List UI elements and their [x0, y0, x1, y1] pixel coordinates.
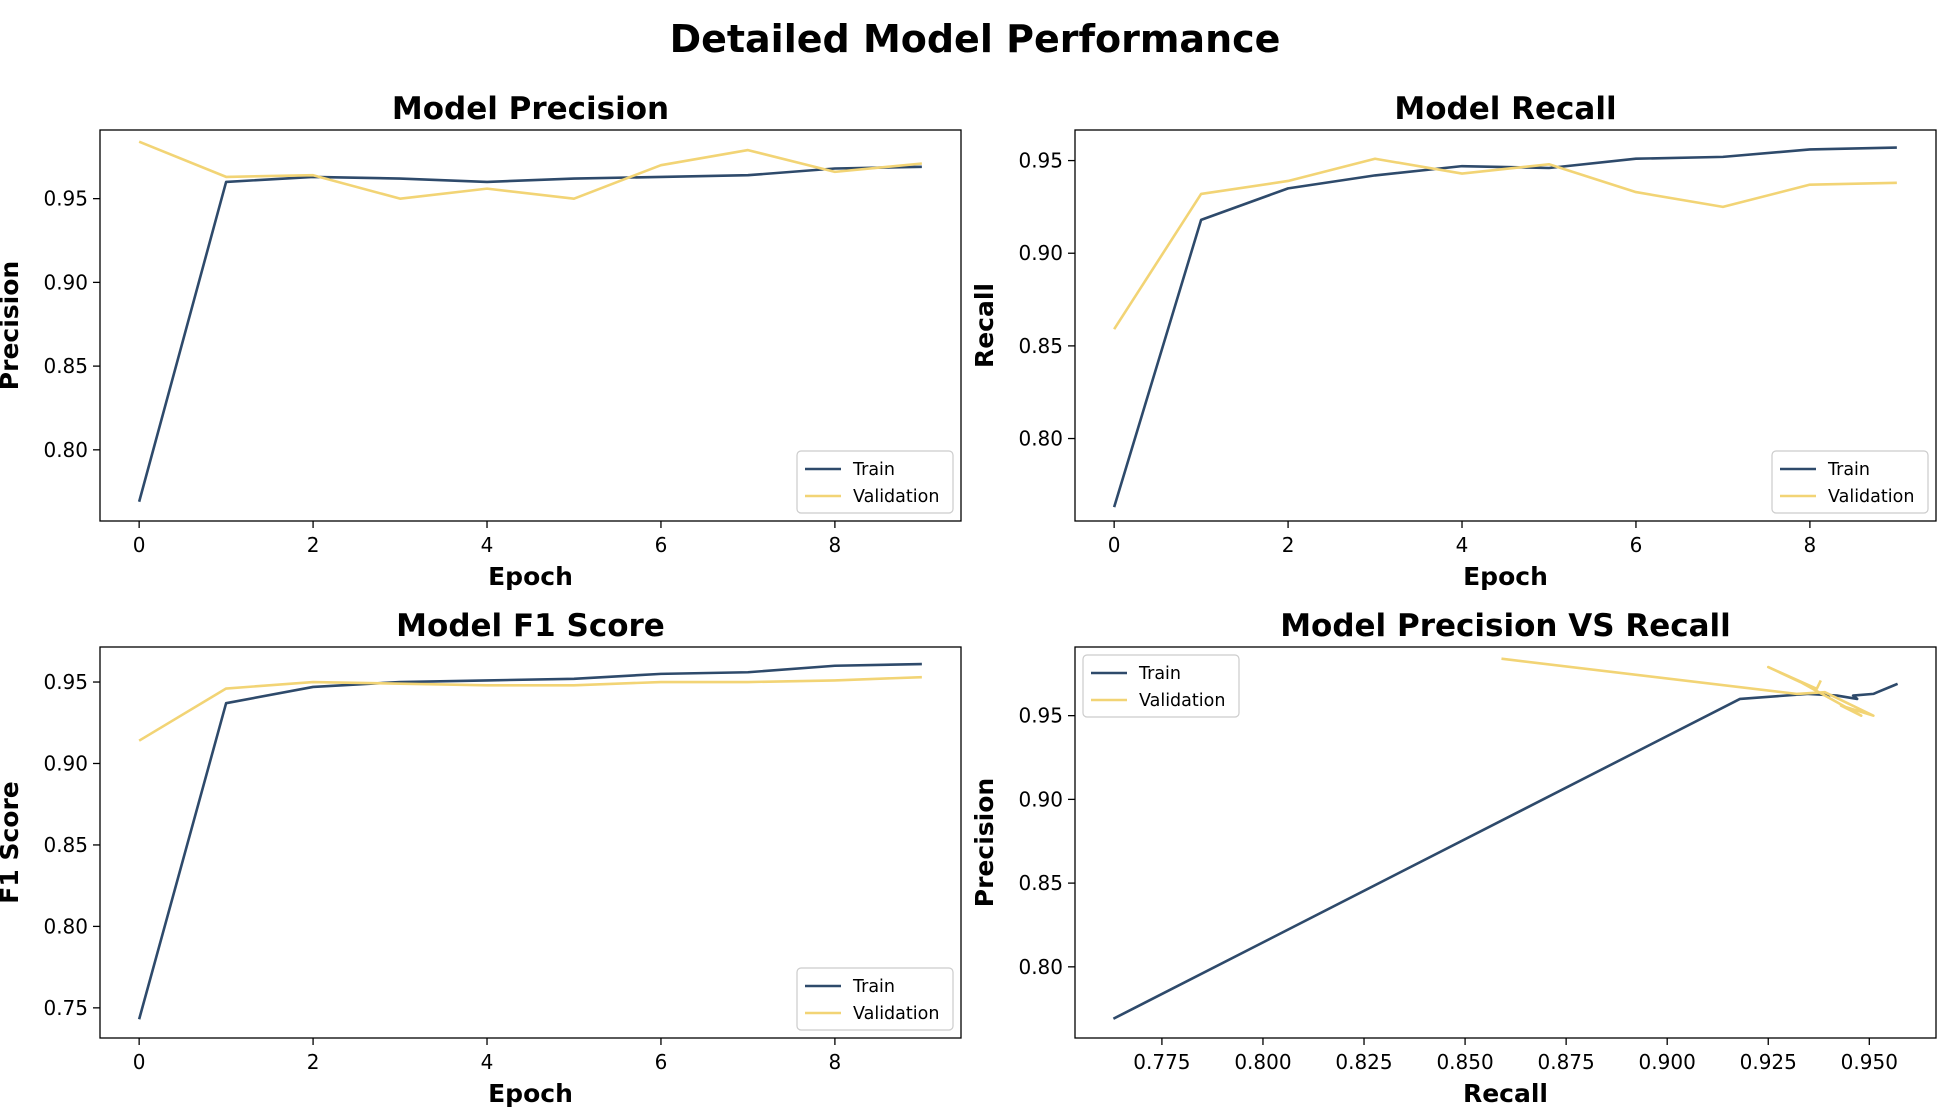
- x-axis-label: Epoch: [488, 1079, 573, 1108]
- x-tick-label: 0.775: [1133, 1050, 1190, 1074]
- legend-label-train: Train: [1827, 460, 1870, 480]
- y-tick-label: 0.90: [43, 751, 88, 775]
- x-tick-label: 0.900: [1639, 1050, 1696, 1074]
- legend-label-validation: Validation: [853, 487, 939, 507]
- series-line-train: [137, 662, 922, 1020]
- legend-label-train: Train: [852, 977, 895, 997]
- chart-panel-2: Model Recall 0 2 4 6 8 0.80 0.85 0.90 0.95 Epoch Re…: [970, 91, 1937, 591]
- legend-label-validation: Validation: [853, 1004, 939, 1024]
- series-group: [1112, 657, 1899, 1020]
- panels-group: Model Precision 0 2 4 6 8 0.80 0.85 0.90 0.95 Epoc…: [0, 91, 1937, 1108]
- series-line-train: [1112, 682, 1899, 1020]
- legend: Train Validation: [796, 450, 954, 514]
- chart-panel-3: Model F1 Score 0 2 4 6 8 0.75 0.80 0.85 0.90 0.95 E…: [0, 608, 962, 1108]
- legend-box: [1771, 450, 1929, 514]
- chart-panel-4: Model Precision VS Recall 0.775 0.800 0.825…: [970, 608, 1937, 1108]
- x-tick-label: 4: [481, 533, 494, 557]
- y-tick-label: 0.90: [1018, 787, 1063, 811]
- y-tick-label: 0.90: [43, 270, 88, 294]
- figure-title: Detailed Model Performance: [670, 17, 1281, 61]
- x-tick-label: 0.950: [1841, 1050, 1898, 1074]
- legend-box: [796, 967, 954, 1031]
- chart-panel-1: Model Precision 0 2 4 6 8 0.80 0.85 0.90 0.95 Epoc…: [0, 91, 962, 591]
- x-tick-label: 0.800: [1234, 1050, 1291, 1074]
- y-tick-label: 0.85: [43, 354, 88, 378]
- x-tick-label: 0: [1108, 533, 1121, 557]
- legend-box: [796, 450, 954, 514]
- series-group: [1112, 146, 1897, 508]
- x-tick-label: 0: [133, 1050, 146, 1074]
- series-line-train: [137, 165, 922, 503]
- panel-title: Model Recall: [1394, 91, 1616, 127]
- x-tick-label: 8: [829, 1050, 842, 1074]
- y-tick-label: 0.85: [1018, 334, 1063, 358]
- x-tick-label: 6: [1630, 533, 1643, 557]
- axes-frame: [99, 646, 962, 1039]
- x-tick-label: 6: [655, 1050, 668, 1074]
- y-tick-label: 0.90: [1018, 241, 1063, 265]
- y-tick-label: 0.95: [1018, 704, 1063, 728]
- x-axis-label: Epoch: [1463, 562, 1548, 591]
- axes-frame: [1074, 646, 1937, 1039]
- x-tick-label: 2: [307, 533, 320, 557]
- legend: Train Validation: [1771, 450, 1929, 514]
- legend-label-validation: Validation: [1139, 691, 1225, 711]
- y-axis-label: F1 Score: [0, 781, 24, 903]
- x-tick-label: 6: [655, 533, 668, 557]
- x-tick-label: 8: [829, 533, 842, 557]
- y-tick-label: 0.95: [43, 670, 88, 694]
- series-line-validation: [1113, 157, 1897, 330]
- series-line-validation: [138, 675, 922, 742]
- y-tick-label: 0.85: [43, 833, 88, 857]
- x-axis-label: Recall: [1463, 1079, 1548, 1108]
- series-line-validation: [138, 140, 922, 200]
- y-tick-label: 0.95: [43, 187, 88, 211]
- y-tick-label: 0.80: [43, 438, 88, 462]
- y-tick-label: 0.80: [1018, 427, 1063, 451]
- x-tick-label: 2: [1282, 533, 1295, 557]
- y-tick-label: 0.80: [1018, 955, 1063, 979]
- axes-frame: [1074, 129, 1937, 522]
- y-tick-label: 0.80: [43, 914, 88, 938]
- x-axis-label: Epoch: [488, 562, 573, 591]
- x-tick-label: 0.925: [1740, 1050, 1797, 1074]
- y-tick-label: 0.75: [43, 996, 88, 1020]
- legend: Train Validation: [796, 967, 954, 1031]
- x-tick-label: 4: [1456, 533, 1469, 557]
- y-tick-label: 0.95: [1018, 149, 1063, 173]
- panel-title: Model Precision: [392, 91, 669, 127]
- panel-title: Model Precision VS Recall: [1280, 608, 1731, 644]
- panel-title: Model F1 Score: [396, 608, 665, 644]
- y-axis-label: Recall: [970, 283, 999, 368]
- legend: Train Validation: [1082, 654, 1240, 718]
- x-tick-label: 0.875: [1538, 1050, 1595, 1074]
- series-group: [137, 140, 922, 503]
- legend-label-validation: Validation: [1828, 487, 1914, 507]
- x-tick-label: 2: [307, 1050, 320, 1074]
- legend-label-train: Train: [852, 460, 895, 480]
- series-group: [137, 662, 922, 1020]
- axes-frame: [99, 129, 962, 522]
- y-tick-label: 0.85: [1018, 871, 1063, 895]
- legend-box: [1082, 654, 1240, 718]
- series-line-validation: [1501, 657, 1875, 717]
- series-line-train: [1112, 146, 1897, 508]
- x-tick-label: 0.825: [1335, 1050, 1392, 1074]
- x-tick-label: 0: [133, 533, 146, 557]
- x-tick-label: 8: [1804, 533, 1817, 557]
- legend-label-train: Train: [1138, 664, 1181, 684]
- y-axis-label: Precision: [0, 261, 24, 390]
- x-tick-label: 0.850: [1436, 1050, 1493, 1074]
- y-axis-label: Precision: [970, 778, 999, 907]
- x-tick-label: 4: [481, 1050, 494, 1074]
